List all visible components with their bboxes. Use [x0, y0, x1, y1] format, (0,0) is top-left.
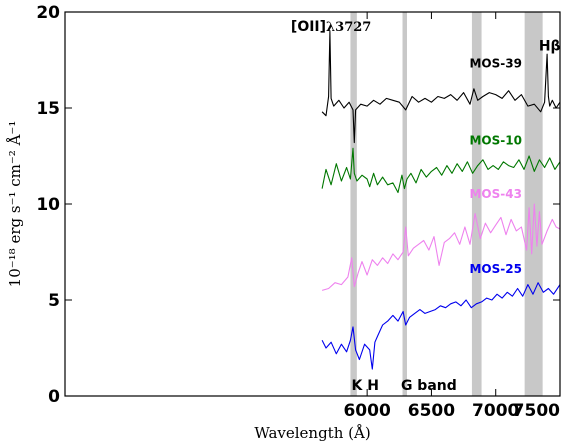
annotation-1: [OII]λ3727 — [291, 19, 371, 35]
series-line-mos-39 — [321, 30, 561, 144]
x-tick-label: 7500 — [513, 401, 560, 421]
y-tick-label: 15 — [36, 99, 60, 119]
shaded-band-2 — [402, 12, 407, 396]
y-tick-label: 5 — [48, 291, 60, 311]
y-axis-title: 10⁻¹⁸ erg s⁻¹ cm⁻² Å⁻¹ — [6, 121, 24, 288]
series-line-mos-10 — [321, 147, 561, 194]
x-tick-label: 6000 — [343, 401, 390, 421]
y-tick-label: 0 — [48, 387, 60, 407]
series-label-mos-39: MOS-39 — [469, 57, 521, 71]
annotation-2: Hβ — [539, 38, 561, 54]
series-label-mos-25: MOS-25 — [469, 262, 521, 276]
shaded-band-4 — [524, 12, 543, 396]
annotations: [OII]λ3727 Hβ K H G band — [291, 19, 561, 394]
annotation-4: G band — [401, 378, 457, 394]
shaded-band-1 — [350, 12, 357, 396]
series-line-mos-25 — [321, 282, 561, 370]
x-tick-label: 6500 — [408, 401, 455, 421]
y-tick-label: 20 — [36, 3, 60, 23]
series-label-mos-43: MOS-43 — [469, 187, 521, 201]
y-tick-label: 10 — [36, 195, 60, 215]
x-tick-label: 7000 — [472, 401, 519, 421]
annotation-3: K H — [351, 378, 378, 394]
x-axis-title: Wavelength (Å) — [254, 424, 370, 442]
spectra-lines — [321, 30, 561, 370]
series-line-mos-43 — [321, 203, 561, 291]
series-label-mos-10: MOS-10 — [469, 133, 521, 147]
series-labels: MOS-39 MOS-10 MOS-43 MOS-25 — [469, 57, 521, 276]
shaded-band-3 — [471, 12, 482, 396]
